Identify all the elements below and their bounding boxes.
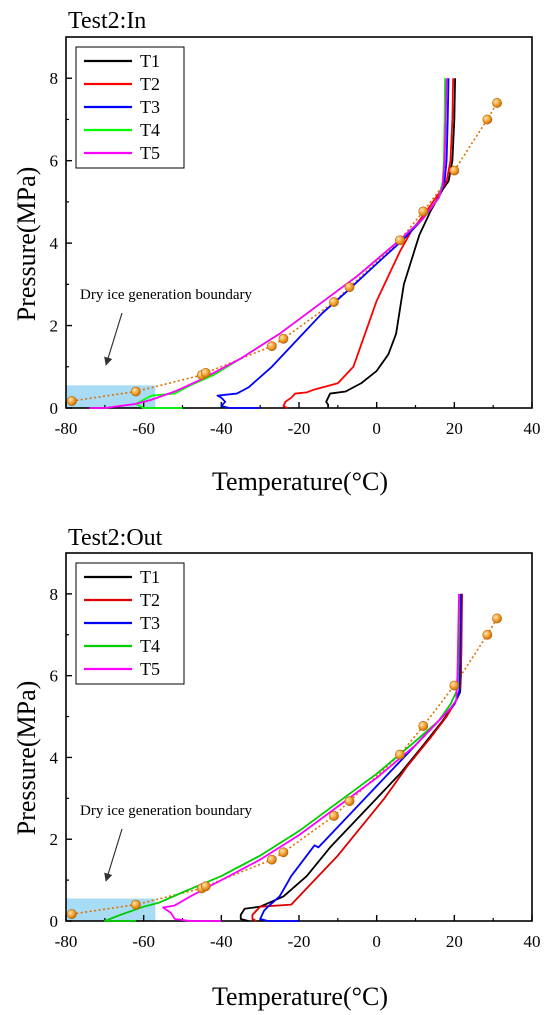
x-tick-label: -80 [55,932,78,951]
boundary-point [418,206,429,217]
legend-label-t1: T1 [140,51,160,71]
y-tick-label: 4 [50,234,59,253]
boundary-point [130,386,141,397]
legend-label-t2: T2 [140,74,160,94]
x-tick-label: -40 [210,419,233,438]
boundary-point [492,98,502,108]
boundary-point [200,881,211,892]
y-tick-label: 2 [50,830,59,849]
y-tick-label: 2 [50,317,59,336]
legend-label-t4: T4 [140,120,160,140]
boundary-point [278,847,289,858]
x-tick-label: 40 [524,932,541,951]
y-tick-label: 4 [50,748,59,767]
boundary-point [329,297,339,307]
chart-title: Test2:In [68,8,146,34]
boundary-point [200,368,211,378]
legend-label-t3: T3 [140,97,160,117]
x-tick-label: -20 [288,419,311,438]
x-tick-label: 20 [446,419,463,438]
series-line-t5 [162,593,460,922]
boundary-point [395,749,405,760]
x-axis-title: Temperature(°C) [212,982,388,1011]
series-line-t2 [251,593,463,922]
boundary-point [418,721,429,731]
legend-label-t2: T2 [140,590,160,610]
annotation-label: Dry ice generation boundary [80,287,253,303]
y-tick-label: 0 [50,912,59,931]
boundary-point [449,165,460,176]
y-tick-label: 6 [50,152,59,171]
chart-panel-out: Test2:Out Pressure(MPa) Temperature(°C) … [12,525,541,1011]
y-tick-label: 0 [50,399,59,418]
x-tick-label: -40 [210,932,233,951]
y-tick-label: 6 [50,667,59,686]
boundary-point [266,341,277,352]
x-tick-label: 0 [372,419,381,438]
boundary-point [278,333,289,344]
series-line-t3 [216,78,450,409]
legend-label-t5: T5 [140,659,160,679]
legend-label-t4: T4 [140,636,160,656]
series-line-t1 [325,78,457,408]
boundary-point [482,114,493,125]
x-tick-label: -80 [55,419,78,438]
annotation-label: Dry ice generation boundary [80,803,253,819]
series-line-t1 [239,593,463,922]
dry-ice-region [66,385,156,408]
x-tick-label: 20 [446,932,463,951]
boundary-point [66,909,77,919]
series-line-t5 [89,78,448,409]
plot-area: -80 -60 -40 -20 0 20 40 0 2 4 6 8 Dry ice generation… [50,36,541,438]
annotation-arrow [104,828,123,882]
y-axis-title: Pressure(MPa) [12,681,41,836]
series-line-t2 [282,78,455,409]
boundary-point [344,282,355,293]
y-tick-label: 8 [50,585,59,604]
x-tick-label: -60 [132,932,155,951]
y-tick-label: 8 [50,69,59,88]
plot-area: -80 -60 -40 -20 0 20 40 0 2 4 6 8 Dry ice generation… [50,552,541,951]
series-line-t3 [259,593,462,922]
boundary-point [344,796,355,807]
boundary-point [482,629,493,640]
y-axis-title: Pressure(MPa) [12,167,41,322]
legend-label-t3: T3 [140,613,160,633]
legend-label-t1: T1 [140,567,160,587]
dry-ice-region [66,898,156,921]
boundary-point [449,680,460,691]
boundary-point [130,899,141,910]
boundary-point [266,854,277,865]
x-tick-label: -60 [132,419,155,438]
boundary-point [329,811,339,821]
x-tick-label: 0 [372,932,381,951]
boundary-point [66,396,77,406]
annotation-arrow [104,312,123,366]
boundary-point [492,613,502,624]
legend-label-t5: T5 [140,143,160,163]
chart-panel-in: Test2:In Pressure(MPa) Temperature(°C) -… [12,8,541,496]
chart-title: Test2:Out [68,525,163,551]
x-axis-title: Temperature(°C) [212,467,388,496]
boundary-point [395,235,405,246]
x-tick-label: -20 [288,932,311,951]
x-tick-label: 40 [524,419,541,438]
